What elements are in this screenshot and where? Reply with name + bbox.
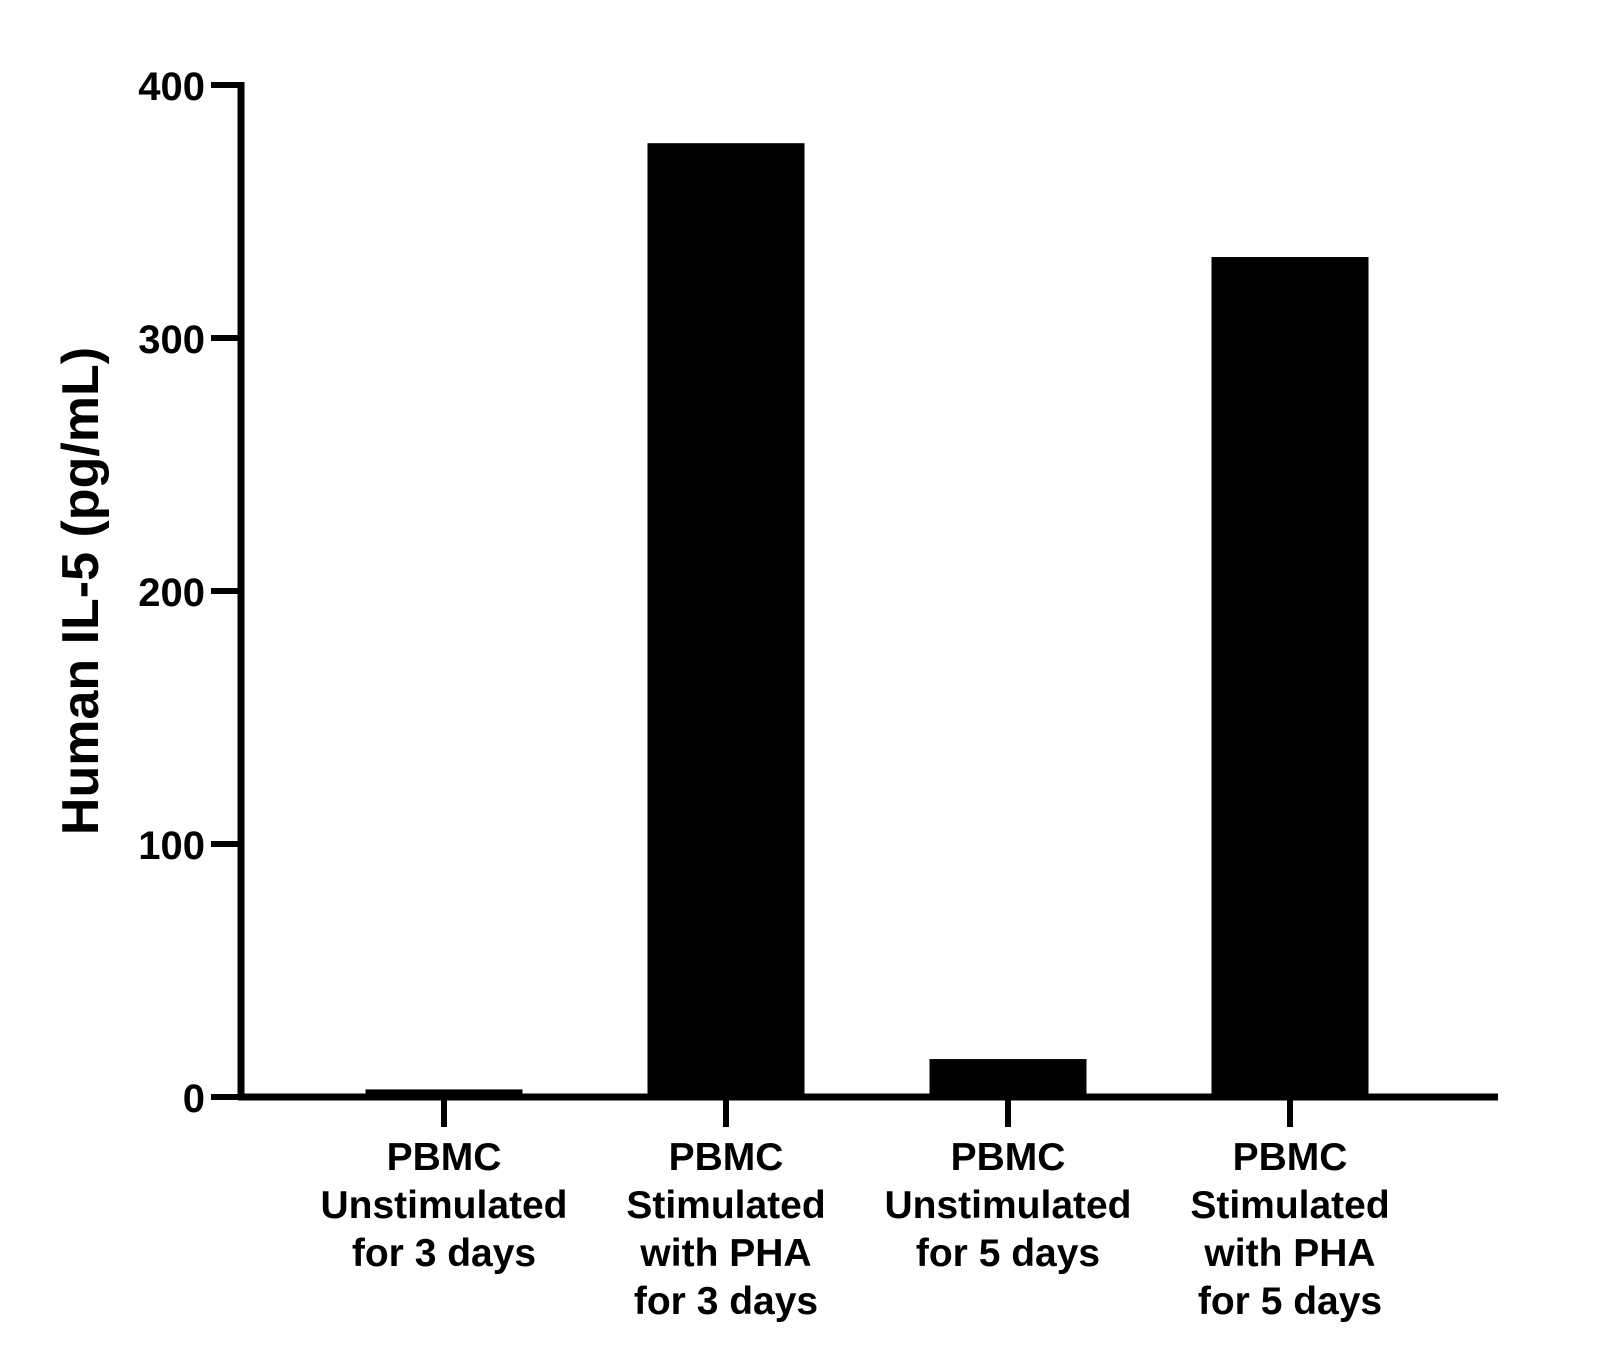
bar	[365, 1089, 523, 1097]
bar	[929, 1059, 1087, 1097]
y-tick-label: 100	[138, 824, 205, 868]
bar	[1211, 257, 1369, 1097]
y-axis-label: Human IL-5 (pg/mL)	[52, 347, 110, 835]
x-tick-label: PBMC Unstimulated for 3 days	[320, 1136, 567, 1275]
y-tick-label: 400	[138, 65, 205, 109]
x-tick-label: PBMC Unstimulated for 5 days	[884, 1136, 1131, 1275]
x-tick-label: PBMC Stimulated with PHA for 3 days	[626, 1136, 825, 1323]
y-tick-label: 300	[138, 318, 205, 362]
bar	[647, 143, 805, 1097]
y-tick-label: 0	[183, 1077, 205, 1121]
x-tick-label: PBMC Stimulated with PHA for 5 days	[1190, 1136, 1389, 1323]
y-tick-label: 200	[138, 571, 205, 615]
